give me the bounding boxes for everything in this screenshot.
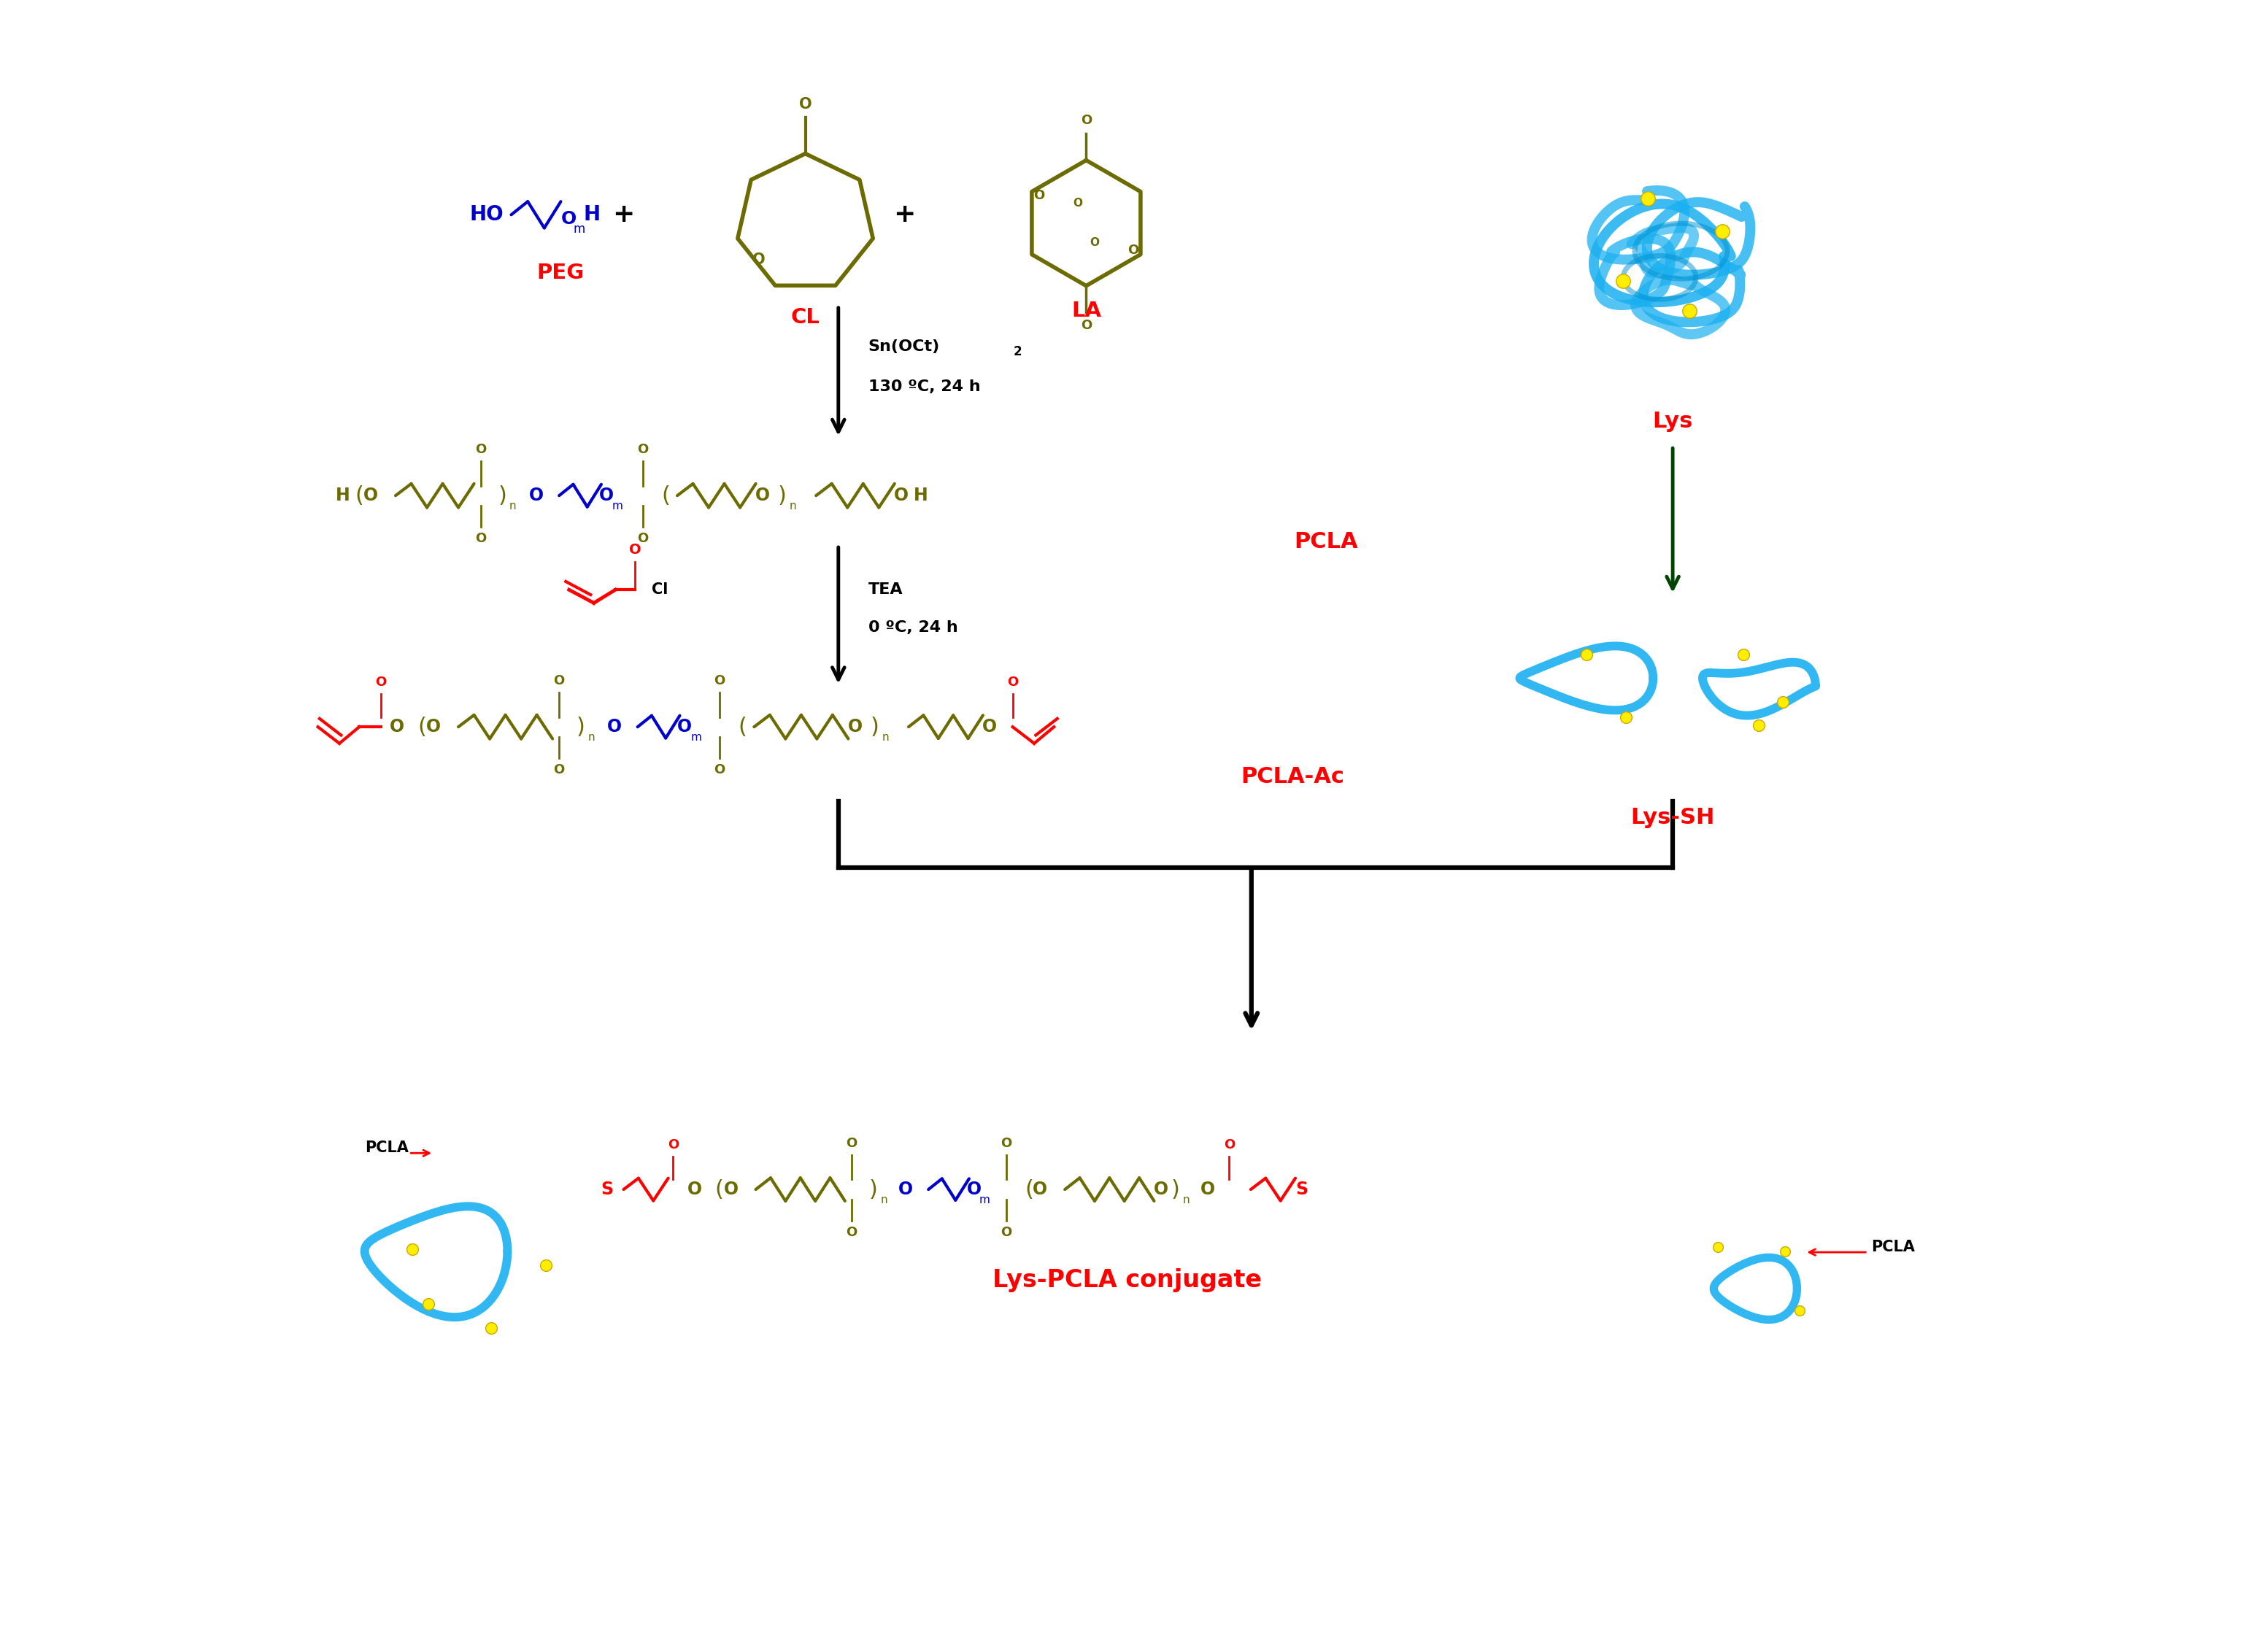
Text: ): ) xyxy=(868,1180,877,1199)
Text: (: ( xyxy=(661,486,670,506)
Text: PCLA: PCLA xyxy=(1294,532,1358,552)
Text: O: O xyxy=(715,763,724,776)
Text: O: O xyxy=(552,674,564,687)
Text: PCLA-Ac: PCLA-Ac xyxy=(1240,767,1344,786)
Text: Lys: Lys xyxy=(1653,411,1694,431)
Text: O: O xyxy=(1001,1137,1012,1150)
Text: O: O xyxy=(476,532,487,545)
Text: Lys-PCLA conjugate: Lys-PCLA conjugate xyxy=(992,1269,1263,1292)
Text: O: O xyxy=(636,532,647,545)
Text: O: O xyxy=(1008,676,1019,689)
Text: PEG: PEG xyxy=(537,263,584,282)
Text: +: + xyxy=(613,202,634,228)
Text: H: H xyxy=(584,205,600,225)
Text: m: m xyxy=(573,223,584,235)
Text: O: O xyxy=(426,719,442,735)
Text: Sn(OCt): Sn(OCt) xyxy=(868,340,940,354)
Text: O: O xyxy=(629,544,640,557)
Text: n: n xyxy=(589,732,595,743)
Text: O: O xyxy=(561,210,577,228)
Text: O: O xyxy=(374,676,386,689)
Text: H: H xyxy=(336,487,350,504)
Text: Lys-SH: Lys-SH xyxy=(1630,808,1714,828)
Text: (: ( xyxy=(354,486,363,506)
Text: O: O xyxy=(846,1137,857,1150)
Text: O: O xyxy=(552,763,564,776)
Text: O: O xyxy=(1200,1181,1215,1198)
Text: ): ) xyxy=(778,486,787,506)
Text: n: n xyxy=(879,1194,886,1206)
Text: (: ( xyxy=(715,1180,724,1199)
Text: O: O xyxy=(607,719,622,735)
Text: O: O xyxy=(363,487,379,504)
Text: O: O xyxy=(636,443,647,456)
Text: +: + xyxy=(893,202,916,228)
Text: m: m xyxy=(613,501,622,512)
Text: O: O xyxy=(897,1181,913,1198)
Text: O: O xyxy=(798,97,812,111)
Text: CL: CL xyxy=(792,307,821,327)
Text: 0 ºC, 24 h: 0 ºC, 24 h xyxy=(868,621,958,634)
Text: PCLA: PCLA xyxy=(1872,1241,1914,1254)
Text: O: O xyxy=(755,487,769,504)
Text: S: S xyxy=(600,1181,613,1198)
Text: O: O xyxy=(848,719,861,735)
Text: O: O xyxy=(724,1181,737,1198)
Text: O: O xyxy=(1080,114,1091,127)
Text: (: ( xyxy=(737,717,746,737)
Text: 2: 2 xyxy=(1012,345,1022,358)
Text: ): ) xyxy=(577,717,584,737)
Text: O: O xyxy=(390,719,404,735)
Text: m: m xyxy=(979,1194,990,1206)
Text: ): ) xyxy=(498,486,507,506)
Text: S: S xyxy=(1297,1181,1308,1198)
Text: Cl: Cl xyxy=(652,583,667,596)
Text: O: O xyxy=(1128,244,1139,256)
Text: HO: HO xyxy=(469,205,503,225)
Text: ): ) xyxy=(870,717,879,737)
Text: n: n xyxy=(789,501,796,512)
Text: PCLA: PCLA xyxy=(365,1142,408,1155)
Text: O: O xyxy=(676,719,692,735)
Text: LA: LA xyxy=(1071,301,1100,320)
Text: O: O xyxy=(1033,1181,1046,1198)
Text: (: ( xyxy=(417,717,426,737)
Text: O: O xyxy=(893,487,909,504)
Text: O: O xyxy=(1089,238,1098,248)
Text: O: O xyxy=(715,674,724,687)
Text: O: O xyxy=(846,1226,857,1239)
Text: O: O xyxy=(1224,1138,1236,1151)
Text: O: O xyxy=(688,1181,701,1198)
Text: O: O xyxy=(967,1181,981,1198)
Text: n: n xyxy=(1184,1194,1191,1206)
Text: O: O xyxy=(1152,1181,1168,1198)
Text: O: O xyxy=(1033,190,1044,202)
Text: TEA: TEA xyxy=(868,583,902,596)
Text: (: ( xyxy=(1026,1180,1033,1199)
Text: ): ) xyxy=(1170,1180,1179,1199)
Text: O: O xyxy=(1001,1226,1012,1239)
Text: n: n xyxy=(882,732,888,743)
Text: O: O xyxy=(600,487,613,504)
Text: H: H xyxy=(913,487,929,504)
Text: O: O xyxy=(753,253,764,268)
Text: 130 ºC, 24 h: 130 ºC, 24 h xyxy=(868,380,981,393)
Text: O: O xyxy=(667,1138,679,1151)
Text: n: n xyxy=(510,501,516,512)
Text: O: O xyxy=(1080,319,1091,332)
Text: O: O xyxy=(476,443,487,456)
Text: O: O xyxy=(1073,198,1082,208)
Text: m: m xyxy=(690,732,701,743)
Text: O: O xyxy=(983,719,997,735)
Text: O: O xyxy=(528,487,543,504)
